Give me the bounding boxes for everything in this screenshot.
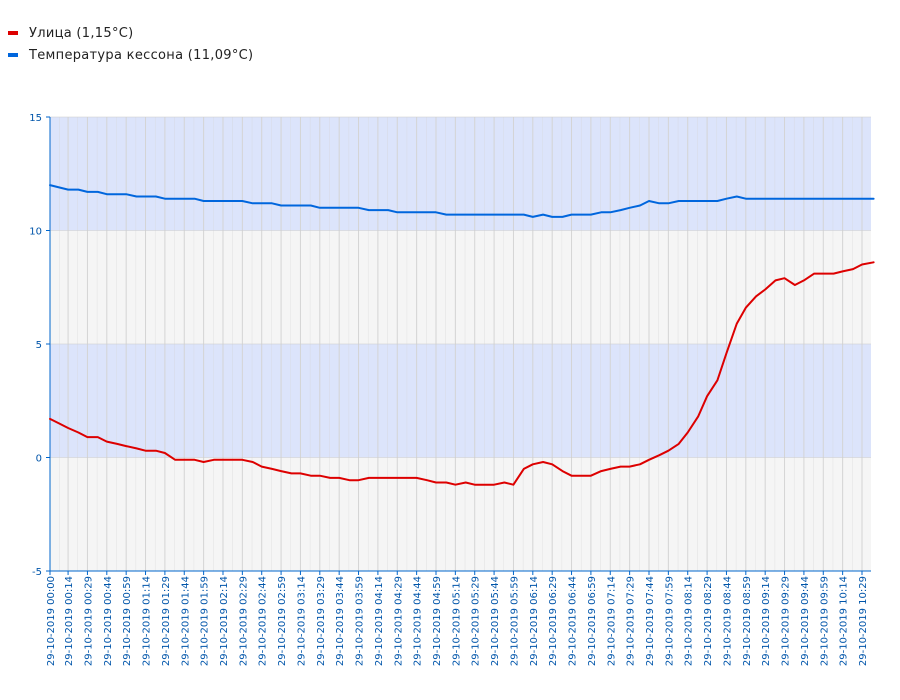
plot-band bbox=[50, 117, 871, 231]
x-tick-label: 29-10-2019 00:00 bbox=[46, 576, 57, 666]
x-tick-label: 29-10-2019 08:14 bbox=[684, 576, 695, 666]
x-tick-label: 29-10-2019 08:59 bbox=[742, 576, 753, 666]
x-tick-label: 29-10-2019 09:59 bbox=[819, 576, 830, 666]
x-tick-label: 29-10-2019 10:14 bbox=[839, 576, 850, 666]
x-tick-label: 29-10-2019 01:59 bbox=[200, 576, 211, 666]
x-tick-label: 29-10-2019 06:14 bbox=[529, 576, 540, 666]
legend-swatch-caisson bbox=[8, 53, 18, 57]
series-line-outdoor bbox=[49, 261, 875, 486]
x-tick-label: 29-10-2019 07:14 bbox=[606, 576, 617, 666]
x-tick-label: 29-10-2019 07:44 bbox=[645, 576, 656, 666]
x-tick-label: 29-10-2019 04:44 bbox=[413, 576, 424, 666]
x-tick-label: 29-10-2019 04:59 bbox=[432, 576, 443, 666]
legend-label-caisson: Температура кессона (11,09°C) bbox=[29, 47, 254, 63]
legend: Улица (1,15°C) Температура кессона (11,0… bbox=[8, 22, 253, 66]
plot-band bbox=[50, 344, 871, 458]
y-tick-label: 5 bbox=[36, 340, 42, 351]
x-tick-label: 29-10-2019 03:29 bbox=[316, 576, 327, 666]
series-line-caisson bbox=[49, 184, 875, 218]
x-tick-label: 29-10-2019 01:44 bbox=[180, 576, 191, 666]
x-tick-label: 29-10-2019 09:44 bbox=[800, 576, 811, 666]
x-tick-label: 29-10-2019 00:44 bbox=[103, 576, 114, 666]
x-tick-label: 29-10-2019 08:44 bbox=[722, 576, 733, 666]
x-tick-label: 29-10-2019 02:44 bbox=[258, 576, 269, 666]
x-tick-label: 29-10-2019 02:14 bbox=[219, 576, 230, 666]
x-tick-label: 29-10-2019 03:14 bbox=[296, 576, 307, 666]
y-tick-label: -5 bbox=[32, 567, 42, 578]
x-tick-label: 29-10-2019 00:14 bbox=[64, 576, 75, 666]
x-tick-label: 29-10-2019 01:14 bbox=[142, 576, 153, 666]
y-tick-label: 0 bbox=[36, 454, 42, 465]
plot-band bbox=[50, 457, 871, 571]
x-tick-label: 29-10-2019 06:59 bbox=[587, 576, 598, 666]
x-tick-label: 29-10-2019 05:14 bbox=[451, 576, 462, 666]
x-tick-label: 29-10-2019 01:29 bbox=[161, 576, 172, 666]
x-tick-label: 29-10-2019 04:29 bbox=[393, 576, 404, 666]
x-tick-label: 29-10-2019 00:29 bbox=[83, 576, 94, 666]
plot-band bbox=[50, 230, 871, 344]
x-tick-label: 29-10-2019 02:59 bbox=[277, 576, 288, 666]
x-tick-label: 29-10-2019 06:29 bbox=[548, 576, 559, 666]
legend-item-outdoor[interactable]: Улица (1,15°C) bbox=[8, 22, 253, 44]
x-tick-label: 29-10-2019 04:14 bbox=[374, 576, 385, 666]
legend-label-outdoor: Улица (1,15°C) bbox=[29, 25, 134, 41]
x-tick-label: 29-10-2019 09:29 bbox=[781, 576, 792, 666]
x-tick-label: 29-10-2019 03:59 bbox=[355, 576, 366, 666]
legend-item-caisson[interactable]: Температура кессона (11,09°C) bbox=[8, 44, 253, 66]
x-tick-label: 29-10-2019 05:29 bbox=[471, 576, 482, 666]
x-tick-label: 29-10-2019 05:44 bbox=[490, 576, 501, 666]
y-tick-label: 10 bbox=[29, 227, 42, 238]
x-tick-label: 29-10-2019 09:14 bbox=[761, 576, 772, 666]
x-tick-label: 29-10-2019 02:29 bbox=[238, 576, 249, 666]
x-tick-label: 29-10-2019 07:29 bbox=[626, 576, 637, 666]
x-tick-label: 29-10-2019 10:29 bbox=[858, 576, 869, 666]
x-tick-label: 29-10-2019 08:29 bbox=[703, 576, 714, 666]
x-tick-label: 29-10-2019 05:59 bbox=[509, 576, 520, 666]
x-tick-label: 29-10-2019 07:59 bbox=[664, 576, 675, 666]
legend-swatch-outdoor bbox=[8, 31, 18, 35]
x-tick-label: 29-10-2019 06:44 bbox=[568, 576, 579, 666]
x-tick-label: 29-10-2019 00:59 bbox=[122, 576, 133, 666]
x-tick-label: 29-10-2019 03:44 bbox=[335, 576, 346, 666]
y-tick-label: 15 bbox=[29, 113, 42, 124]
